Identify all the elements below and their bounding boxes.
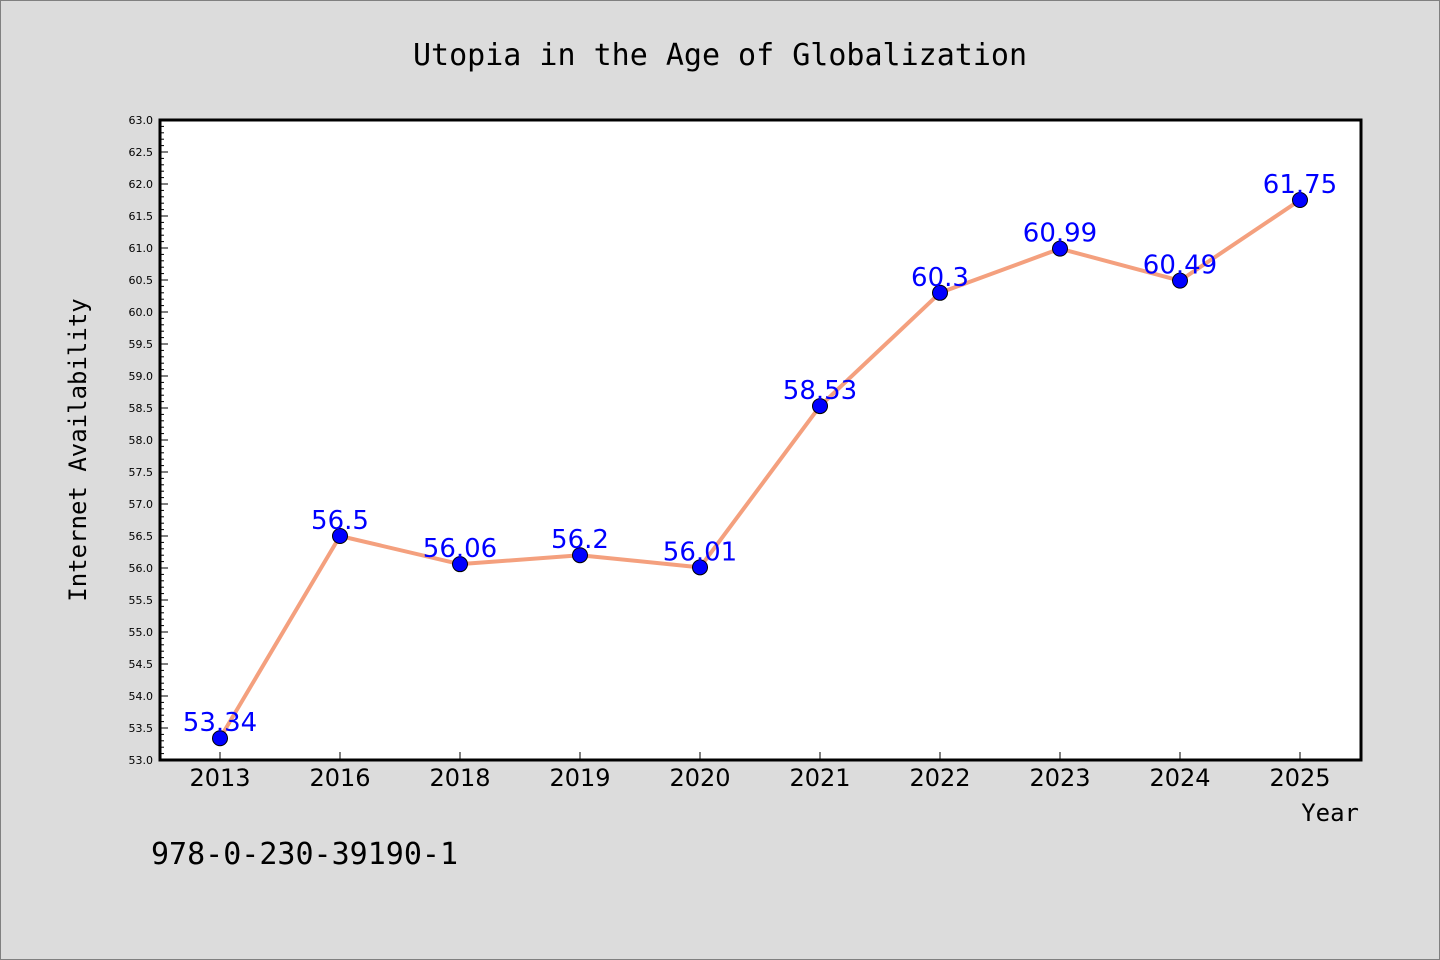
y-tick-label: 59.5 xyxy=(129,338,154,351)
x-tick-label: 2022 xyxy=(909,764,970,792)
y-tick-label: 62.5 xyxy=(129,146,154,159)
x-tick-label: 2018 xyxy=(429,764,490,792)
y-tick-label: 53.0 xyxy=(129,754,154,767)
data-label: 53.34 xyxy=(183,708,257,738)
series-line-group xyxy=(218,198,1302,740)
x-axis: 2013 2016 2018 2019 2020 2021 2022 2023 2024 2025 xyxy=(189,752,1331,792)
x-tick-label: 2019 xyxy=(549,764,610,792)
x-tick-label: 2020 xyxy=(669,764,730,792)
y-tick-label: 60.0 xyxy=(129,306,154,319)
y-tick-label: 62.0 xyxy=(129,178,154,191)
data-point xyxy=(572,547,588,564)
data-point xyxy=(692,559,708,576)
data-label: 56.06 xyxy=(423,534,497,564)
x-tick-label: 2023 xyxy=(1029,764,1090,792)
series-line xyxy=(218,198,1302,740)
y-tick-label: 60.5 xyxy=(129,274,154,287)
isbn-caption: 978-0-230-39190-1 xyxy=(151,837,458,872)
y-tick-label: 63.0 xyxy=(129,114,154,127)
y-tick-label: 56.5 xyxy=(129,530,154,543)
y-axis-label: Internet Availability xyxy=(64,298,92,601)
y-tick-label: 57.5 xyxy=(129,466,154,479)
y-tick-label: 58.0 xyxy=(129,434,154,447)
y-axis: 53.0 53.5 54.0 54.5 55.0 55.5 56.0 56.5 57.0 57.5… xyxy=(129,114,168,767)
data-label: 60.99 xyxy=(1023,219,1097,249)
data-label: 58.53 xyxy=(783,376,857,406)
data-label: 56.01 xyxy=(663,537,737,567)
y-tick-label: 59.0 xyxy=(129,370,154,383)
y-tick-label: 61.0 xyxy=(129,242,154,255)
data-point xyxy=(1172,272,1188,289)
data-label: 60.3 xyxy=(911,263,969,293)
data-point xyxy=(452,556,468,573)
x-tick-label: 2024 xyxy=(1149,764,1210,792)
y-tick-label: 53.5 xyxy=(129,722,154,735)
y-tick-label: 61.5 xyxy=(129,210,154,223)
data-point xyxy=(332,528,348,544)
data-point xyxy=(932,284,948,301)
y-tick-label: 54.0 xyxy=(129,690,154,703)
data-label: 56.5 xyxy=(311,506,369,536)
markers-group xyxy=(212,192,1308,747)
data-label: 56.2 xyxy=(551,525,609,555)
x-tick-label: 2016 xyxy=(309,764,370,792)
y-tick-label: 55.0 xyxy=(129,626,154,639)
y-tick-label: 58.5 xyxy=(129,402,154,415)
data-point xyxy=(812,398,828,415)
data-labels-group: 53.34 56.5 56.06 56.2 56.01 58.53 60.3 60.99 60.… xyxy=(183,170,1337,738)
plot-area xyxy=(158,118,1363,762)
data-point xyxy=(212,730,228,747)
data-point xyxy=(1052,240,1068,257)
y-tick-label: 57.0 xyxy=(129,498,154,511)
x-axis-label: Year xyxy=(1301,799,1359,827)
y-tick-label: 56.0 xyxy=(129,562,154,575)
x-tick-label: 2021 xyxy=(789,764,850,792)
y-tick-label: 55.5 xyxy=(129,594,154,607)
data-label: 60.49 xyxy=(1143,251,1217,281)
data-label: 61.75 xyxy=(1263,170,1337,200)
x-tick-label: 2013 xyxy=(189,764,250,792)
data-point xyxy=(1292,192,1308,208)
chart-title: Utopia in the Age of Globalization xyxy=(413,38,1027,73)
x-tick-label: 2025 xyxy=(1269,764,1330,792)
y-tick-label: 54.5 xyxy=(129,658,154,671)
